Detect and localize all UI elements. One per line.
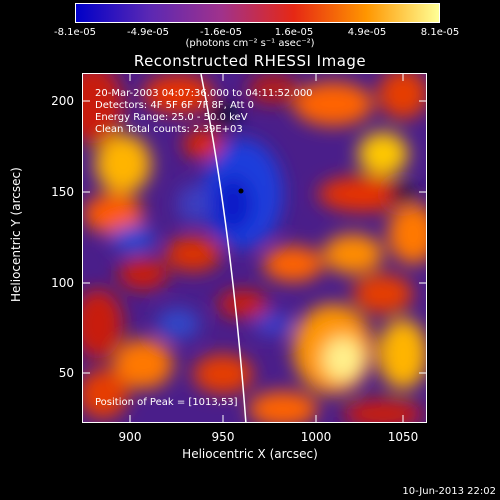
y-axis-label: Heliocentric Y (arcsec) xyxy=(9,167,23,302)
image-title: Reconstructed RHESSI Image xyxy=(133,52,367,70)
colorbar-tick: 8.1e-05 xyxy=(420,27,460,38)
clean-counts-text: Clean Total counts: 2.39E+03 xyxy=(95,124,243,135)
x-tick-label: 1050 xyxy=(387,430,419,444)
colorbar-tick: 4.9e-05 xyxy=(347,27,387,38)
y-tick-label: 50 xyxy=(58,366,74,380)
y-tick-label: 150 xyxy=(51,185,74,199)
detectors-text: Detectors: 4F 5F 6F 7F 8F, Att 0 xyxy=(95,100,255,111)
timestamp: 10-Jun-2013 22:02 xyxy=(402,486,496,497)
x-axis-label: Heliocentric X (arcsec) xyxy=(182,447,318,461)
y-tick-label: 200 xyxy=(51,94,74,108)
x-tick-label: 950 xyxy=(211,430,235,444)
colorbar-tick: -4.9e-05 xyxy=(127,27,169,38)
solar-limb-arc xyxy=(200,74,247,422)
colorbar-tick: -1.6e-05 xyxy=(200,27,242,38)
time-range-text: 20-Mar-2003 04:07:36.000 to 04:11:52.000 xyxy=(95,88,313,99)
peak-marker xyxy=(238,188,244,194)
rhessi-image xyxy=(82,73,427,423)
colorbar xyxy=(75,3,440,23)
x-tick-label: 900 xyxy=(118,430,142,444)
peak-position-text: Position of Peak = [1013,53] xyxy=(95,397,238,408)
colorbar-units: (photons cm⁻² s⁻¹ asec⁻²) xyxy=(185,38,315,49)
energy-range-text: Energy Range: 25.0 - 50.0 keV xyxy=(95,112,248,123)
image-canvas xyxy=(83,74,426,422)
colorbar-tick: 1.6e-05 xyxy=(274,27,314,38)
x-tick-label: 1000 xyxy=(300,430,332,444)
y-tick-label: 100 xyxy=(51,276,74,290)
colorbar-tick: -8.1e-05 xyxy=(54,27,96,38)
